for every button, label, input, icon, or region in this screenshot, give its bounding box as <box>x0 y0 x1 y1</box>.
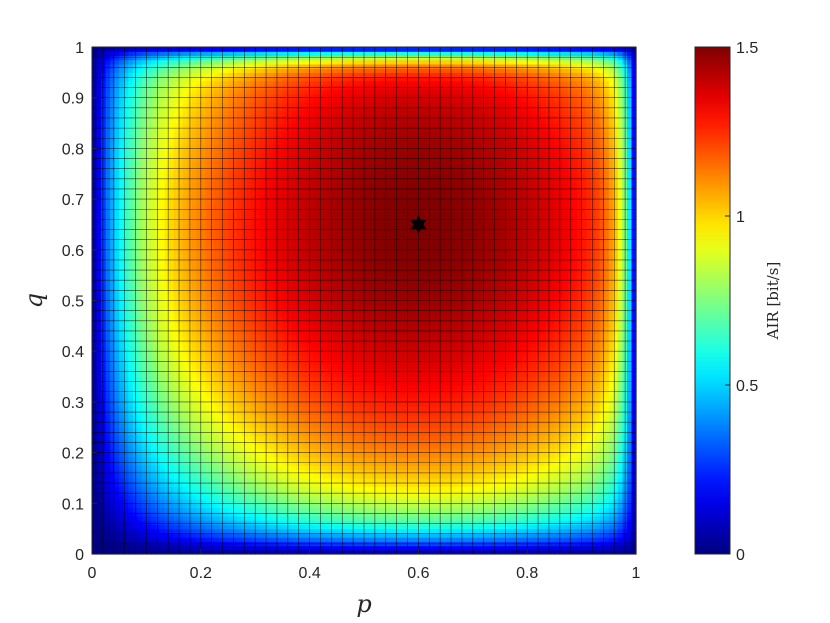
y-tick-label: 0.4 <box>62 344 84 361</box>
y-axis: 0 0.1 0.2 0.3 0.4 0.5 0.6 0.7 0.8 0.9 1 <box>62 40 97 564</box>
y-tick-label: 1 <box>75 40 84 57</box>
colorbar-tick-label: 1.5 <box>736 40 758 57</box>
y-tick-label: 0.1 <box>62 496 84 513</box>
y-tick-label: 0.9 <box>62 91 84 108</box>
y-tick-label: 0.2 <box>62 446 84 463</box>
colorbar-tick-label: 1 <box>736 209 745 226</box>
x-axis: 0 0.2 0.4 0.6 0.8 1 <box>88 549 641 582</box>
peak-marker <box>410 215 427 234</box>
y-tick-label: 0.8 <box>62 141 84 158</box>
x-tick-label: 0.6 <box>407 565 429 582</box>
colorbar-label: AIR [bit/s] <box>764 262 782 341</box>
colorbar: 0 0.5 1 1.5 AIR [bit/s] <box>694 40 782 564</box>
x-tick-label: 0.4 <box>298 565 320 582</box>
colorbar-tick-label: 0 <box>736 547 745 564</box>
colorbar-gradient <box>694 46 731 555</box>
cell-grid <box>92 47 636 554</box>
x-axis-label: p <box>356 590 371 618</box>
x-tick-label: 1 <box>632 565 641 582</box>
plot-area <box>91 46 637 555</box>
y-tick-label: 0.3 <box>62 395 84 412</box>
colorbar-tick-label: 0.5 <box>736 378 758 395</box>
y-tick-label: 0.5 <box>62 294 84 311</box>
x-tick-label: 0 <box>88 565 97 582</box>
colorbar-ticks: 0 0.5 1 1.5 <box>725 40 758 564</box>
x-tick-label: 0.8 <box>516 565 538 582</box>
peak-star-icon <box>410 215 427 234</box>
x-tick-label: 0.2 <box>190 565 212 582</box>
y-tick-label: 0.6 <box>62 243 84 260</box>
y-axis-label: q <box>20 293 48 308</box>
y-tick-label: 0.7 <box>62 192 84 209</box>
y-tick-label: 0 <box>75 547 84 564</box>
